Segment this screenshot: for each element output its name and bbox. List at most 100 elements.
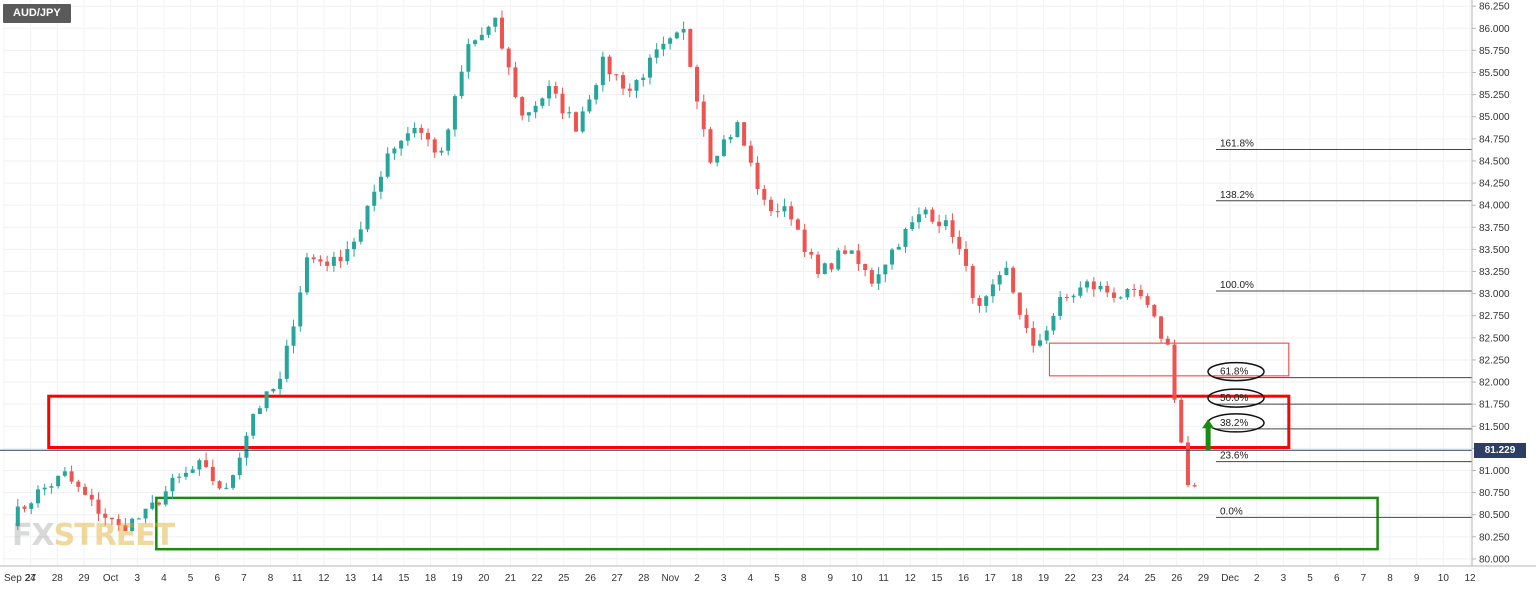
candle-body — [1185, 442, 1190, 486]
candle-body — [136, 518, 141, 520]
candle-body — [358, 229, 363, 242]
candle-body — [1058, 296, 1063, 316]
candle-body — [937, 221, 942, 227]
candle-body — [439, 150, 444, 153]
candle-body — [1172, 344, 1177, 400]
candle-body — [143, 508, 148, 519]
candle-body — [533, 105, 538, 113]
up-arrow-head — [1202, 419, 1215, 429]
candle-body — [163, 491, 168, 505]
x-tick-label: 27 — [25, 573, 37, 584]
x-tick-label: 9 — [1414, 573, 1420, 584]
chart-grid — [3, 0, 1472, 566]
y-tick-label: 85.000 — [1479, 112, 1510, 123]
y-tick-label: 80.250 — [1479, 532, 1510, 543]
candle-body — [204, 460, 209, 467]
candle-body — [587, 99, 592, 112]
candle-body — [399, 140, 404, 149]
candle-body — [1011, 267, 1016, 293]
candle-body — [405, 133, 410, 141]
y-tick-label: 84.750 — [1479, 134, 1510, 145]
candle-body — [661, 43, 666, 50]
candle-body — [452, 96, 457, 130]
candle-body — [621, 75, 626, 89]
candle-body — [607, 56, 612, 75]
candle-body — [1179, 399, 1184, 443]
candle-body — [789, 206, 794, 220]
candle-body — [1165, 338, 1170, 345]
candle-body — [284, 345, 289, 379]
candle-body — [257, 408, 262, 415]
candle-body — [493, 17, 498, 27]
candle-body — [970, 265, 975, 298]
candle-body — [1044, 330, 1049, 341]
candle-body — [345, 249, 350, 262]
x-tick-label: Sep 24 — [4, 573, 36, 584]
candle-body — [1125, 288, 1130, 298]
y-tick-label: 83.750 — [1479, 223, 1510, 234]
x-tick-label: 26 — [585, 573, 597, 584]
candle-body — [594, 85, 599, 100]
candle-body — [183, 472, 188, 477]
candle-body — [392, 148, 397, 154]
candle-body — [466, 44, 471, 72]
candle-body — [715, 155, 720, 163]
x-tick-label: Dec — [1221, 573, 1239, 584]
x-tick-label: 15 — [398, 573, 410, 584]
x-tick-label: 12 — [1464, 573, 1476, 584]
x-tick-label: 3 — [721, 573, 727, 584]
y-tick-label: 83.000 — [1479, 289, 1510, 300]
candle-body — [513, 67, 518, 98]
fib-label: 23.6% — [1220, 451, 1248, 462]
candle-body — [903, 228, 908, 247]
fib-label: 61.8% — [1220, 367, 1248, 378]
green-zone-rect — [155, 496, 1379, 551]
x-tick-label: 28 — [52, 573, 64, 584]
candle-body — [1037, 340, 1042, 346]
x-tick-label: 4 — [748, 573, 754, 584]
x-tick-label: 25 — [558, 573, 570, 584]
candle-body — [735, 122, 740, 138]
price-axis[interactable]: 86.250 86.000 85.750 85.500 85.250 85.000 84.7… — [1471, 0, 1510, 566]
y-tick-label: 80.000 — [1479, 554, 1510, 565]
y-tick-label: 85.250 — [1479, 90, 1510, 101]
current-price-tag: 81.229 — [1474, 442, 1526, 458]
fib-label: 138.2% — [1220, 190, 1254, 201]
candle-body — [990, 284, 995, 297]
x-tick-label: 16 — [958, 573, 970, 584]
candle-body — [654, 49, 659, 58]
candle-body — [674, 32, 679, 39]
candle-body — [62, 471, 67, 476]
candle-body — [526, 112, 531, 116]
candle-body — [22, 506, 27, 509]
x-tick-label: 13 — [345, 573, 357, 584]
candle-body — [365, 205, 370, 230]
candle-body — [197, 460, 202, 470]
x-tick-label: 12 — [905, 573, 917, 584]
candle-body — [547, 86, 552, 99]
candle-body — [1064, 296, 1069, 298]
symbol-badge: AUD/JPY — [3, 4, 71, 23]
x-tick-label: 19 — [1038, 573, 1050, 584]
x-tick-label: 21 — [505, 573, 517, 584]
candle-body — [190, 469, 195, 473]
candle-body — [479, 34, 484, 41]
fib-label: 38.2% — [1220, 418, 1248, 429]
candle-body — [728, 137, 733, 140]
candle-body — [1024, 314, 1029, 328]
x-tick-label: 28 — [638, 573, 650, 584]
x-tick-label: 24 — [1118, 573, 1130, 584]
x-tick-label: 10 — [1438, 573, 1450, 584]
x-tick-label: 3 — [1281, 573, 1287, 584]
y-tick-label: 80.750 — [1479, 488, 1510, 499]
candle-body — [1105, 286, 1110, 293]
candle-body — [325, 261, 330, 266]
candle-body — [695, 66, 700, 102]
y-tick-label: 86.000 — [1479, 24, 1510, 35]
candle-body — [876, 274, 881, 284]
candle-body — [822, 263, 827, 274]
candle-body — [49, 486, 54, 488]
x-tick-label: 7 — [241, 573, 247, 584]
